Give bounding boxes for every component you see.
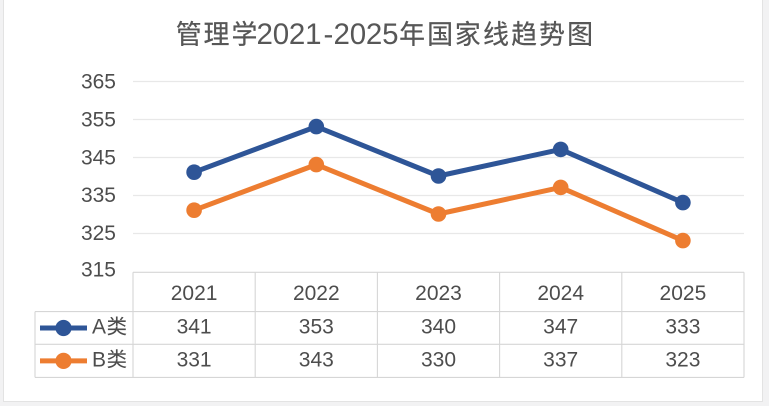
svg-text:323: 323 xyxy=(665,349,700,372)
svg-text:341: 341 xyxy=(177,316,212,339)
svg-text:330: 330 xyxy=(421,349,456,372)
svg-text:331: 331 xyxy=(177,349,212,372)
svg-text:2022: 2022 xyxy=(293,282,340,305)
svg-text:2023: 2023 xyxy=(415,282,462,305)
svg-text:2024: 2024 xyxy=(537,282,584,305)
svg-text:2021: 2021 xyxy=(171,282,218,305)
svg-text:365: 365 xyxy=(81,70,116,93)
svg-text:2025: 2025 xyxy=(660,282,707,305)
svg-text:333: 333 xyxy=(665,316,700,339)
svg-text:345: 345 xyxy=(81,146,116,169)
svg-text:355: 355 xyxy=(81,108,116,131)
svg-text:325: 325 xyxy=(81,222,116,245)
svg-text:-: - xyxy=(324,18,334,51)
svg-text:B: B xyxy=(92,349,106,372)
svg-text:340: 340 xyxy=(421,316,456,339)
svg-text:335: 335 xyxy=(81,184,116,207)
svg-text:2021: 2021 xyxy=(257,18,322,51)
svg-text:347: 347 xyxy=(543,316,578,339)
svg-text:A: A xyxy=(92,316,106,339)
svg-text:337: 337 xyxy=(543,349,578,372)
svg-text:343: 343 xyxy=(299,349,334,372)
svg-text:315: 315 xyxy=(81,259,116,282)
svg-text:2025: 2025 xyxy=(334,18,399,51)
svg-text:353: 353 xyxy=(299,316,334,339)
